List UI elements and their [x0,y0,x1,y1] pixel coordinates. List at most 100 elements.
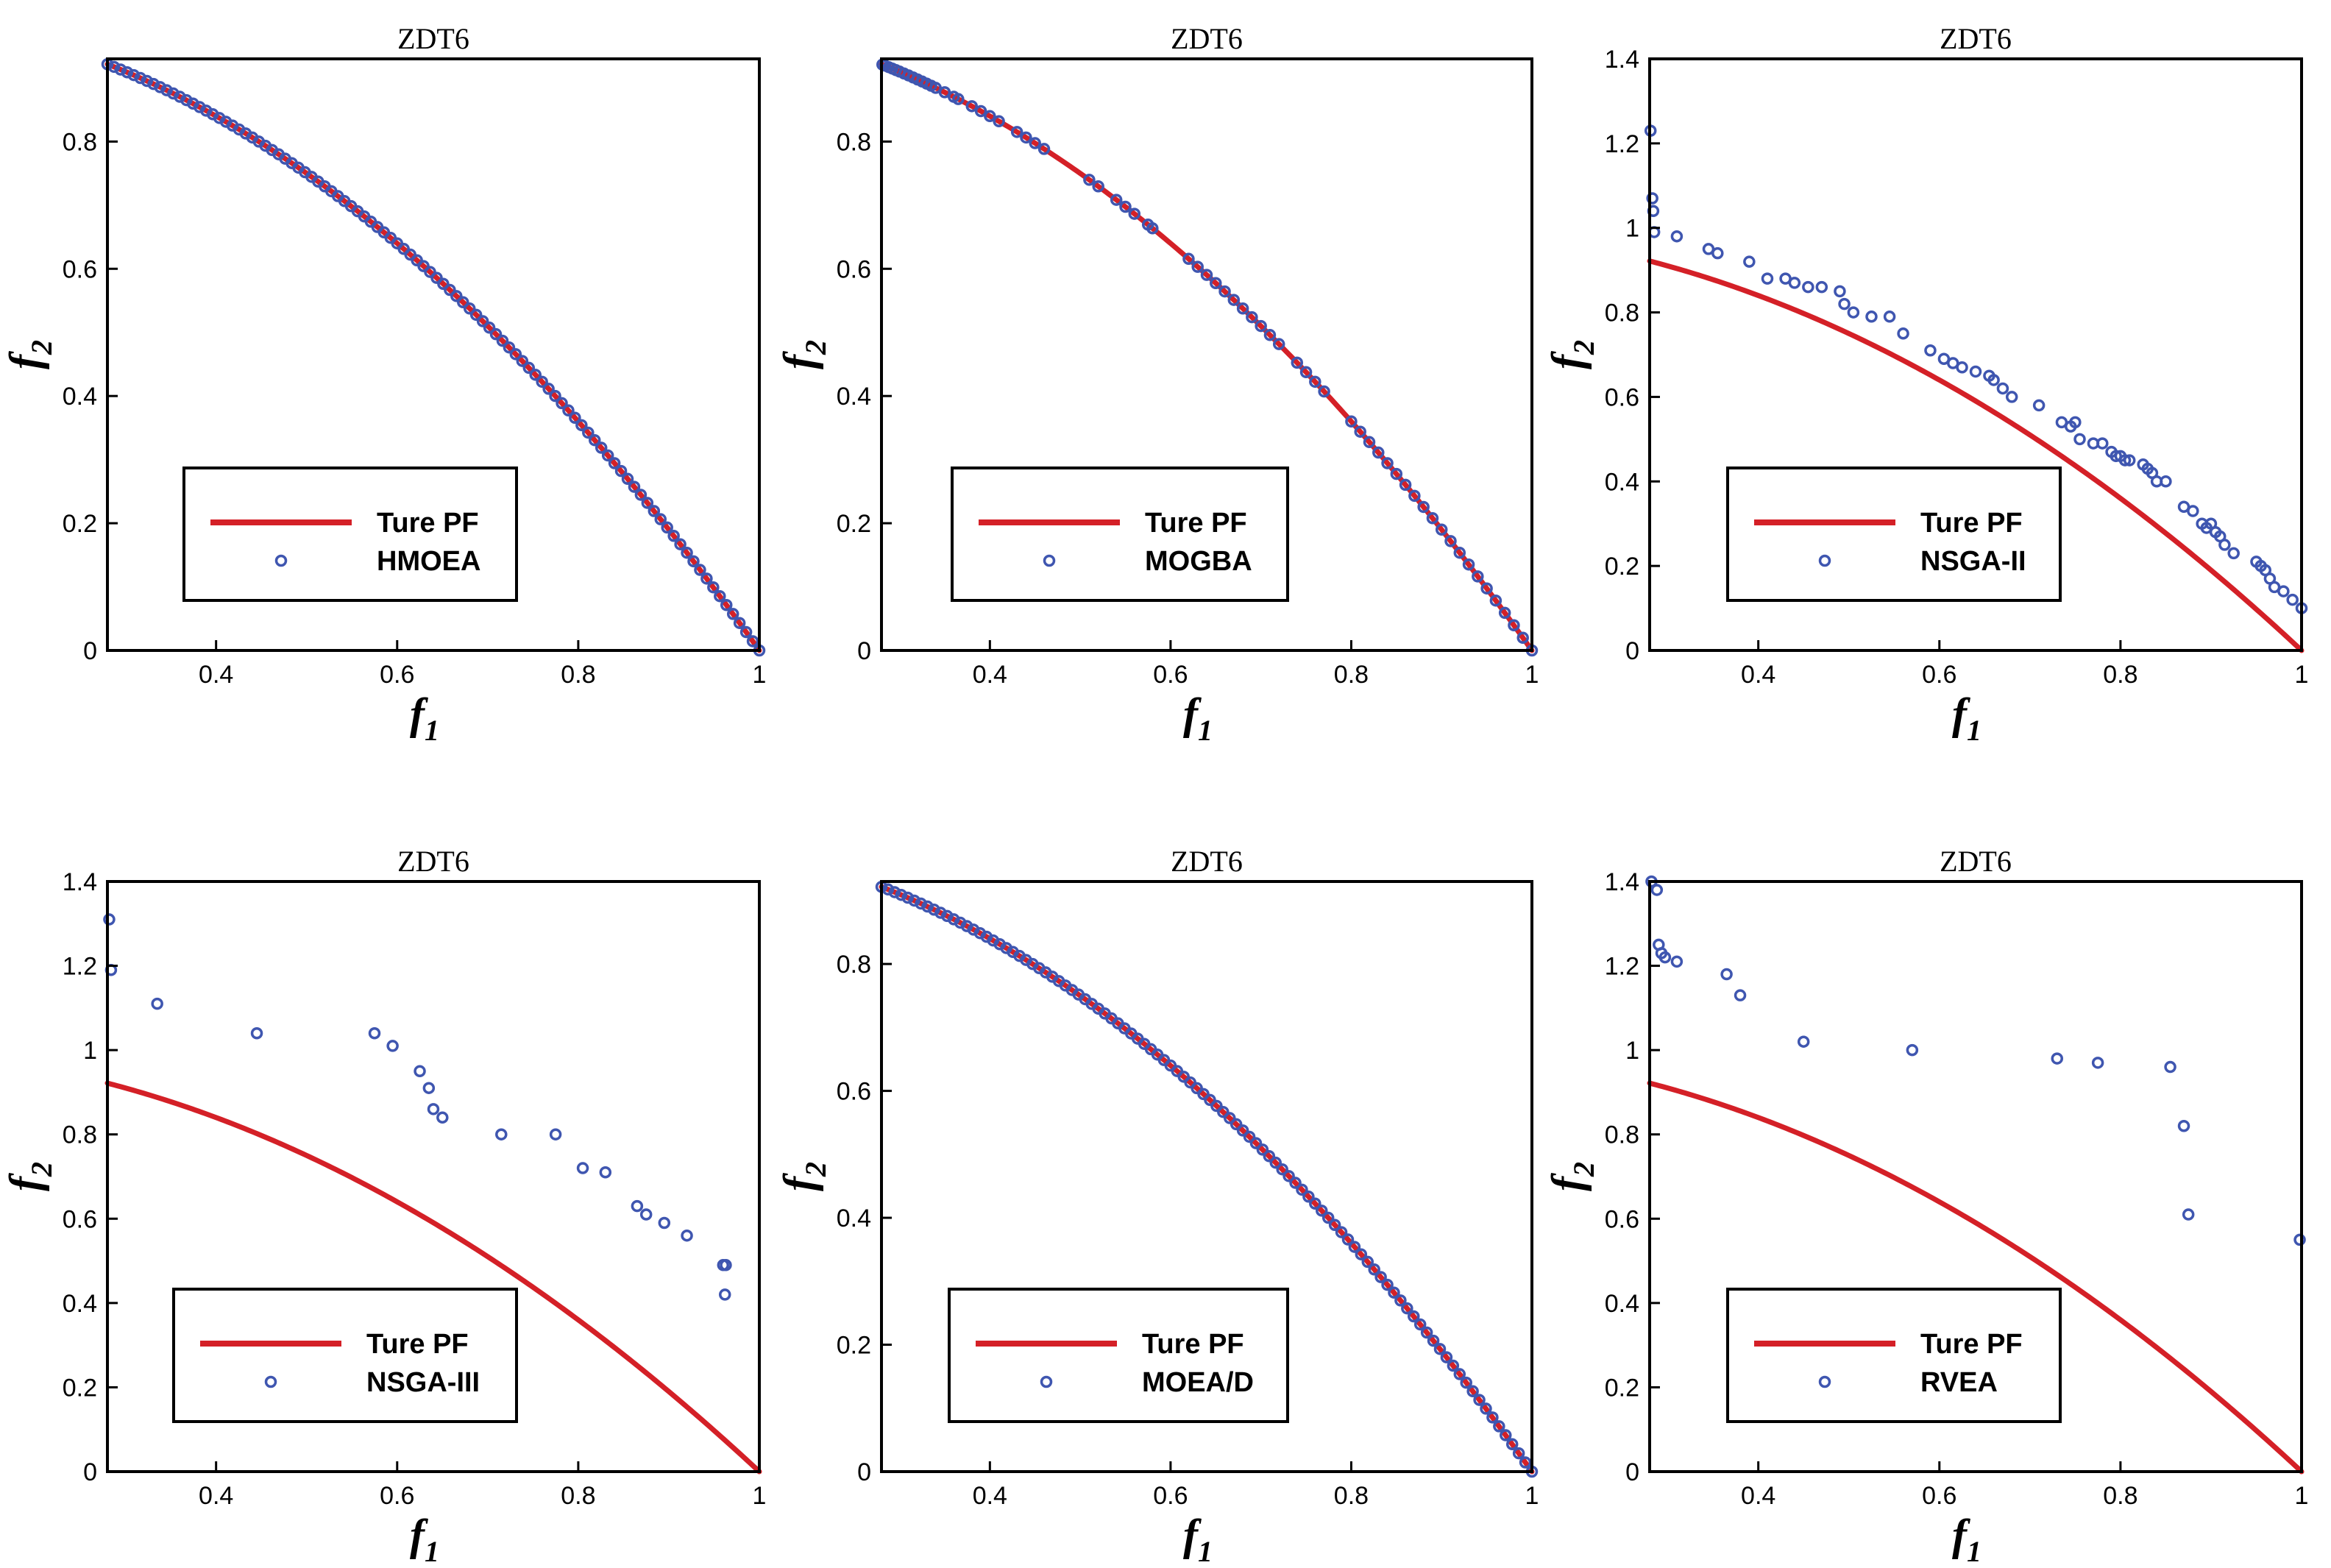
y-tick-label: 0.2 [63,1374,97,1402]
data-point [1146,222,1159,235]
x-tick-label: 0.8 [1334,661,1369,689]
data-point [1969,365,1982,378]
y-tick-label: 1.2 [1605,953,1639,981]
data-point [1505,1438,1519,1451]
chart-title: ZDT6 [1171,845,1243,878]
panel-5: ZDT6 0.4 0.6 0.8 1 0 0.2 0.4 0.6 0.8 f1 f2 Ture PF MO… [775,845,1539,1568]
data-point [658,1216,671,1230]
data-point [1309,1197,1321,1210]
x-axis-label: f1 [1183,1511,1213,1568]
data-point [1110,194,1123,206]
legend-label-algorithm: HMOEA [377,546,480,577]
data-point [127,68,141,82]
data-point [1224,1112,1236,1124]
data-point [2277,585,2290,597]
data-point [495,1128,508,1140]
data-point [641,497,654,509]
data-point [1289,1177,1302,1189]
y-axis-label-sub: 2 [799,1162,832,1177]
data-point [1217,1105,1230,1118]
x-axis-label: f1 [1952,1511,1981,1568]
legend-label-algorithm: RVEA [1920,1367,1998,1398]
data-point [2293,1233,2306,1246]
x-tick-label: 1 [1525,1482,1539,1510]
data-point [993,115,1005,128]
x-tick-label: 1 [1525,661,1539,689]
data-point [1788,277,1801,289]
legend-label-true-pf: Ture PF [1145,508,1247,539]
data-point [965,100,979,113]
data-point [1368,1263,1380,1276]
data-point [1512,1447,1525,1460]
data-point [654,513,667,525]
data-point [1381,1278,1394,1291]
data-point [984,110,996,123]
y-axis-label: f2 [1543,1162,1600,1191]
data-point [516,355,529,367]
legend-point-swatch [1818,1375,1831,1388]
data-point [621,472,634,486]
data-point [121,65,134,79]
y-tick-label: 0.6 [1605,1205,1639,1233]
y-tick-label: 0.4 [1605,468,1639,496]
data-point [417,260,430,272]
data-point [250,1026,263,1040]
data-point [368,1026,381,1040]
data-point [2091,1057,2104,1069]
y-tick-label: 1.4 [1605,46,1639,74]
data-point [1020,131,1032,144]
legend-point-swatch [264,1375,277,1388]
y-tick-label: 0.4 [1605,1290,1639,1318]
data-point [1210,1099,1223,1113]
data-point [1847,306,1860,319]
data-point [1361,1255,1374,1269]
data-point [601,449,614,462]
data-point [569,411,581,425]
y-tick-label: 0.8 [1605,1121,1639,1149]
data-point [1440,1351,1453,1363]
data-point [575,419,588,432]
data-point [2123,454,2136,467]
data-point [1355,1248,1368,1260]
data-point [1128,207,1141,220]
data-point [614,464,628,478]
data-point [720,599,733,611]
y-axis-label: f2 [1,340,58,369]
y-axis-label: f2 [775,340,832,369]
y-tick-label: 0.4 [837,1205,871,1232]
data-point [2096,437,2109,450]
data-point [901,891,914,904]
data-point [1037,143,1051,155]
data-point [2051,1052,2063,1065]
x-tick-label: 0.8 [561,661,595,689]
data-point [1834,285,1846,298]
plot-frame [880,880,1533,1473]
data-point [582,426,595,439]
legend-point-swatch [1043,554,1056,567]
data-point [1453,1368,1466,1380]
data-point [1670,955,1684,968]
y-tick-label: 0.8 [837,128,871,156]
data-point [1720,968,1733,981]
x-tick-label: 0.4 [199,661,233,689]
data-point [1263,1149,1276,1163]
data-point [1374,1271,1387,1283]
data-point [1381,457,1394,469]
y-tick-label: 0 [1625,637,1639,665]
data-point [1444,535,1457,547]
data-point [720,1259,732,1271]
data-point [1328,1218,1341,1231]
data-point [687,555,700,568]
data-point [134,71,146,85]
data-point [888,886,901,898]
y-axis-label-sub: 2 [25,340,58,355]
y-axis-label: f2 [1,1162,58,1191]
x-axis-label: f1 [1183,689,1213,747]
data-point [1996,382,2009,395]
data-point [1815,280,1828,294]
data-point [1489,594,1502,607]
data-point [476,315,489,327]
legend-box [948,1288,1289,1423]
y-tick-label: 0.8 [63,128,97,156]
data-point [457,296,469,308]
